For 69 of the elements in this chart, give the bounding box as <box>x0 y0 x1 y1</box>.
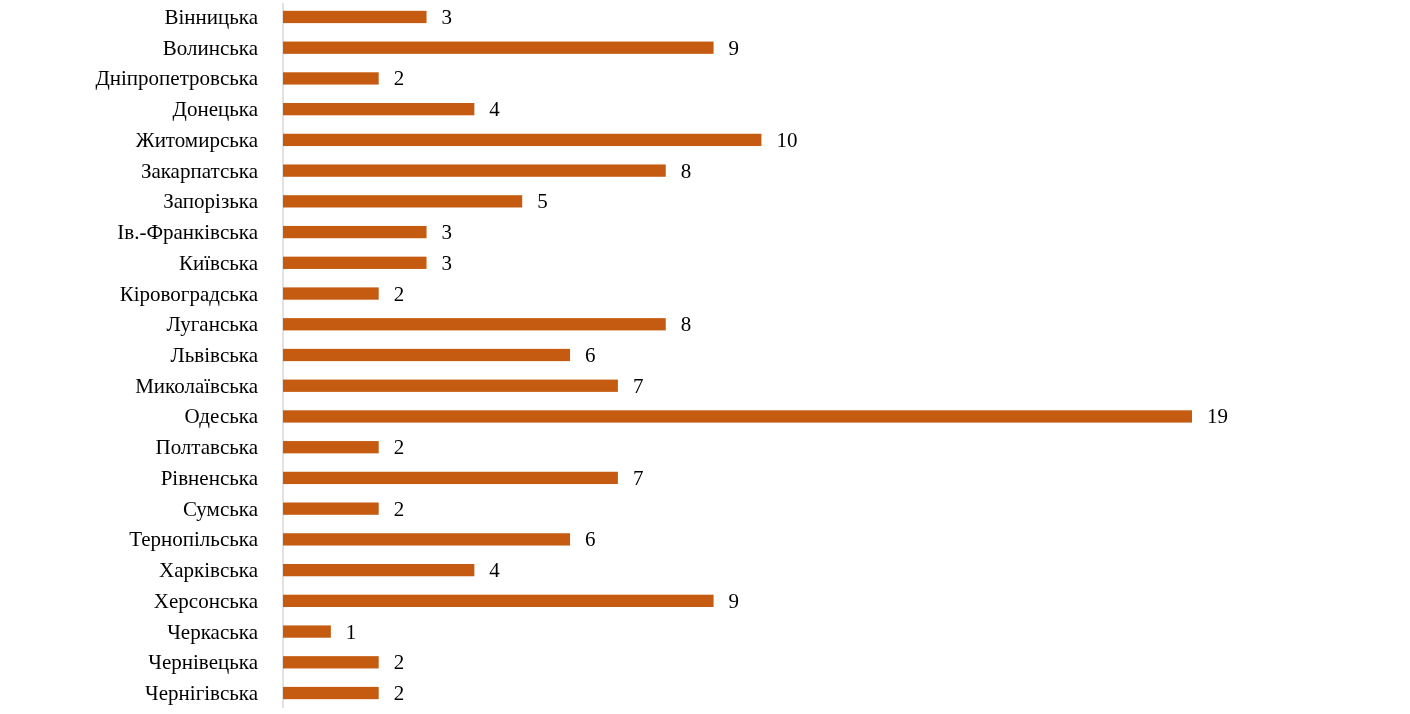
data-label: 1 <box>345 619 357 644</box>
bar <box>283 41 714 54</box>
bar <box>283 164 666 177</box>
bar <box>283 133 762 147</box>
data-label: 8 <box>680 312 692 337</box>
y-tick-label: Житомирська <box>135 127 259 152</box>
data-label: 3 <box>441 4 453 29</box>
y-tick-label: Чернігівська <box>145 681 259 706</box>
bar <box>283 563 475 577</box>
y-tick-label: Закарпатська <box>140 158 259 183</box>
y-tick-label: Сумська <box>182 496 259 521</box>
bar <box>283 502 379 515</box>
y-tick-label: Ів.-Франківська <box>117 220 259 245</box>
data-label: 7 <box>632 373 644 398</box>
y-tick-label: Волинська <box>162 35 259 60</box>
y-tick-label: Черкаська <box>167 619 259 644</box>
y-tick-label: Харківська <box>159 558 259 583</box>
data-label: 4 <box>489 558 501 583</box>
data-label: 19 <box>1207 404 1228 429</box>
data-label: 3 <box>441 250 453 275</box>
data-label: 2 <box>393 66 405 91</box>
bar <box>283 256 427 269</box>
y-tick-label: Дніпропетровська <box>95 66 259 91</box>
y-tick-label: Херсонська <box>153 588 259 613</box>
data-label: 2 <box>393 650 405 675</box>
bar <box>283 225 427 239</box>
bar <box>283 656 379 669</box>
data-label: 9 <box>728 588 740 613</box>
bar <box>283 379 618 392</box>
y-tick-label: Рівненська <box>160 465 259 490</box>
bar <box>283 72 379 85</box>
data-label: 2 <box>393 681 405 706</box>
bar <box>283 441 379 454</box>
bar <box>283 103 475 116</box>
data-label: 6 <box>585 343 596 367</box>
data-label: 2 <box>393 281 405 306</box>
bar <box>283 686 379 700</box>
data-label: 3 <box>441 220 453 245</box>
y-tick-label: Чернівецька <box>148 650 259 675</box>
data-label: 2 <box>393 435 405 460</box>
bar <box>283 348 571 362</box>
data-label: 9 <box>728 35 740 60</box>
bar <box>283 533 571 546</box>
data-label: 4 <box>489 97 501 122</box>
bar <box>283 471 618 485</box>
y-tick-label: Тернопільська <box>129 527 259 552</box>
y-tick-label: Луганська <box>166 312 259 337</box>
bar <box>283 10 427 24</box>
y-tick-label: Львівська <box>170 343 259 367</box>
data-label: 10 <box>776 127 798 152</box>
data-label: 2 <box>393 496 405 521</box>
bar <box>283 318 666 331</box>
bar <box>283 287 379 300</box>
y-tick-label: Київська <box>179 250 259 275</box>
bar <box>283 625 331 638</box>
y-tick-label: Донецька <box>172 97 259 122</box>
data-label: 6 <box>585 527 596 552</box>
y-tick-label: Одеська <box>184 404 259 429</box>
y-tick-label: Миколаївська <box>135 373 259 398</box>
y-tick-label: Вінницька <box>164 4 259 29</box>
y-tick-label: Полтавська <box>155 435 259 460</box>
bar <box>283 410 1192 423</box>
data-label: 7 <box>632 465 644 490</box>
bar <box>283 594 714 607</box>
bar <box>283 195 523 208</box>
y-tick-label: Кіровоградська <box>119 281 259 306</box>
data-label: 8 <box>680 158 692 183</box>
data-label: 5 <box>537 189 548 214</box>
y-tick-label: Запорізька <box>163 189 259 214</box>
